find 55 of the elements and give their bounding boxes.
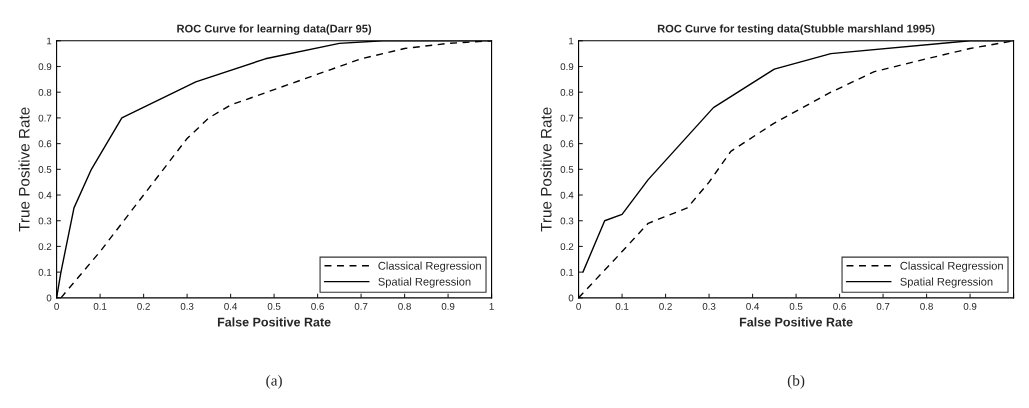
x-tick-label: 0.3 [180, 302, 194, 310]
y-tick-label: 0.3 [560, 217, 574, 225]
y-tick-label: 0.2 [560, 243, 574, 251]
legend-label: Spatial Regression [378, 277, 471, 288]
y-tick-label: 0 [46, 294, 52, 302]
x-tick-label: 0.9 [441, 302, 455, 310]
text: (a) [266, 374, 282, 389]
x-tick-label: 0.5 [267, 302, 281, 310]
y-tick-label: 0.4 [38, 191, 52, 199]
y-tick-label: 0.8 [38, 88, 52, 96]
y-tick-label: 0.3 [38, 217, 52, 225]
x-tick-label: 0.3 [702, 302, 716, 310]
y-tick-label: 0.1 [38, 268, 52, 276]
legend-label: Classical Regression [378, 261, 481, 272]
y-axis-title: True Positive Rate [540, 107, 552, 232]
y-tick-label: 1 [47, 37, 52, 45]
y-tick-label: 0.4 [560, 191, 574, 199]
x-tick-label: 0 [576, 302, 581, 310]
y-tick-label: 0.7 [560, 114, 574, 122]
y-tick-label: 0.6 [560, 140, 574, 148]
chart-title: ROC Curve for testing data(Stubble marshland 1995) [657, 24, 935, 35]
y-tick-label: 1 [569, 37, 574, 45]
x-tick-label: 0.6 [311, 302, 324, 310]
x-tick-label: 0.2 [137, 302, 150, 310]
y-tick-label: 0.2 [38, 243, 52, 251]
legend-label: Classical Regression [900, 261, 1003, 272]
legend-label: Spatial Regression [900, 277, 993, 288]
y-tick-label: 0 [568, 294, 574, 302]
y-tick-label: 0.1 [560, 268, 574, 276]
y-tick-label: 0.5 [560, 166, 574, 173]
text: (b) [787, 374, 805, 389]
x-axis-title: False Positive Rate [217, 317, 331, 327]
x-tick-label: 1 [489, 303, 494, 310]
x-tick-label: 0.7 [876, 302, 890, 310]
y-tick-label: 0.6 [38, 140, 52, 148]
chart-title: ROC Curve for learning data(Darr 95) [177, 24, 372, 35]
y-axis-title: True Positive Rate [18, 107, 30, 232]
x-tick-label: 0.8 [398, 302, 411, 310]
x-tick-label: 0 [54, 302, 59, 310]
y-tick-label: 0.5 [38, 166, 52, 173]
x-tick-label: 0.5 [789, 302, 803, 310]
x-tick-label: 0.1 [615, 302, 629, 310]
x-tick-label: 0.1 [93, 302, 107, 310]
x-axis-title: False Positive Rate [739, 317, 853, 327]
x-tick-label: 0.2 [659, 302, 672, 310]
x-tick-label: 0.8 [920, 302, 933, 310]
x-tick-label: 0.7 [354, 302, 368, 310]
y-tick-label: 0.8 [560, 88, 574, 96]
y-tick-label: 0.9 [560, 63, 574, 71]
x-tick-label: 0.6 [833, 302, 846, 310]
x-tick-label: 0.4 [224, 302, 238, 310]
y-tick-label: 0.7 [38, 114, 52, 122]
x-tick-label: 0.4 [746, 302, 760, 310]
y-tick-label: 0.9 [38, 63, 52, 71]
x-tick-label: 0.9 [963, 302, 977, 310]
